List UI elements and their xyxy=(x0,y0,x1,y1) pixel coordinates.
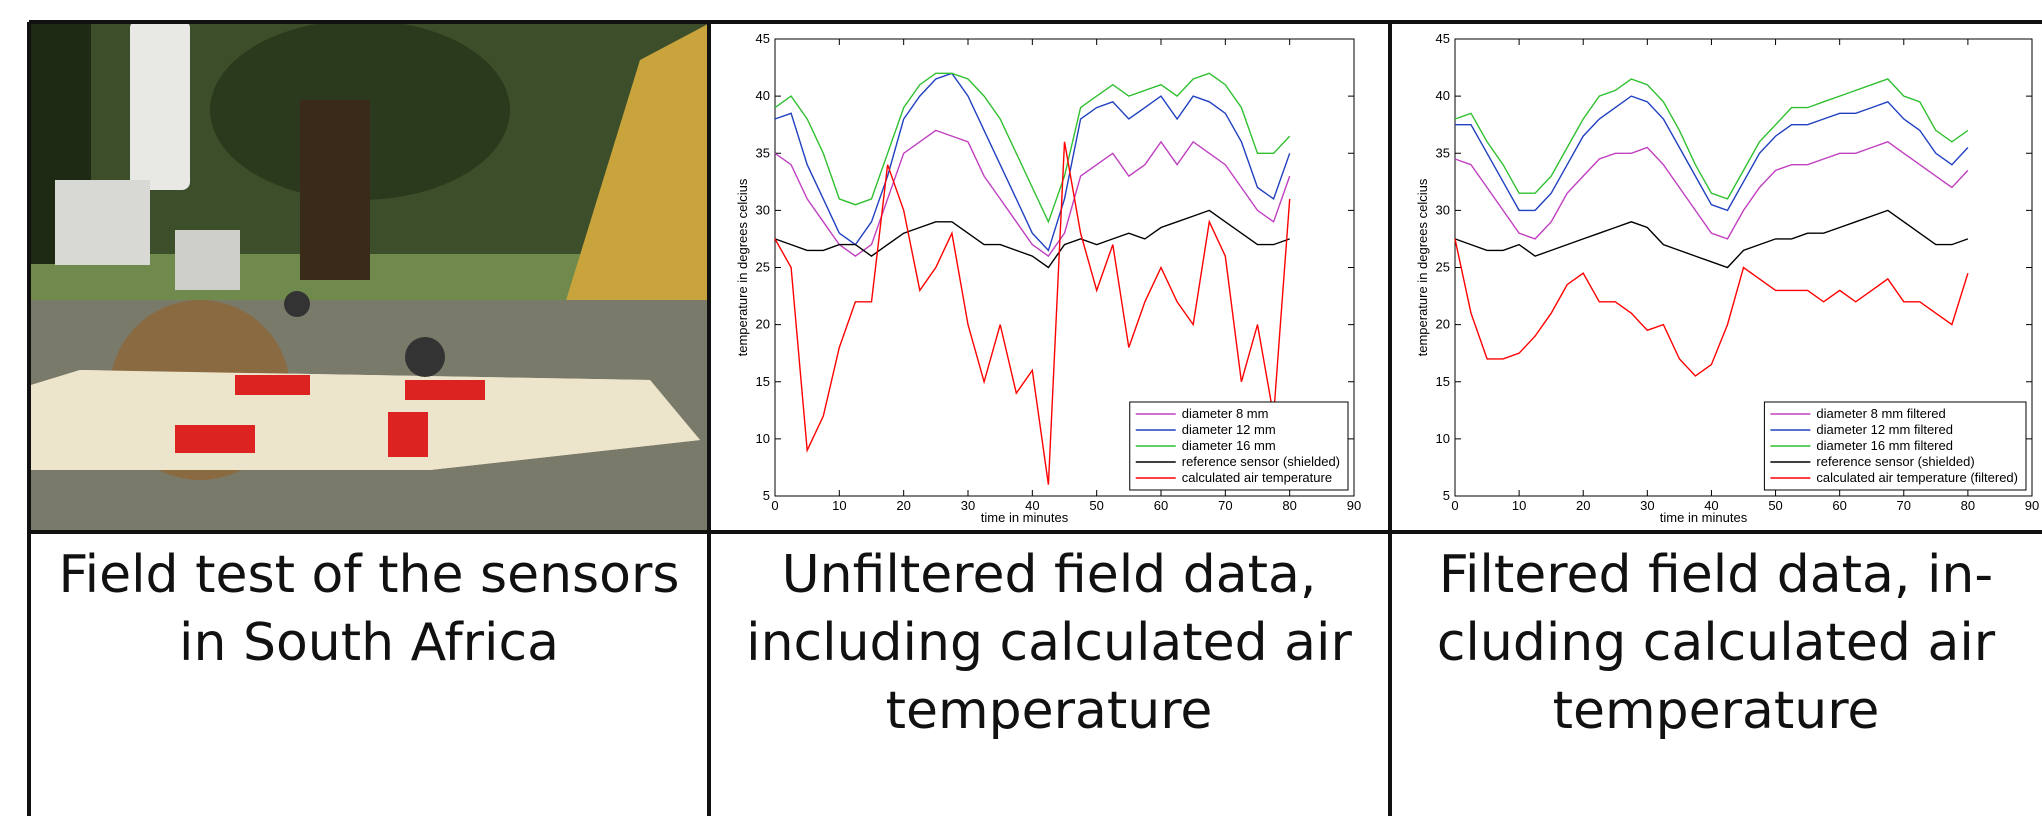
series-line xyxy=(774,72,1291,224)
legend-label: diameter 16 mm xyxy=(1182,438,1276,453)
tree-trunk xyxy=(300,100,370,280)
radiation-shield xyxy=(130,20,190,190)
y-tick-label: 30 xyxy=(1436,202,1450,217)
y-tick-label: 20 xyxy=(1436,317,1450,332)
caption-line: Field test of the sensors xyxy=(59,545,680,605)
x-axis-label: time in minutes xyxy=(981,510,1069,525)
series-line xyxy=(774,209,1290,269)
y-tick-label: 30 xyxy=(756,202,770,217)
photo xyxy=(31,20,708,531)
x-tick-label: 90 xyxy=(1347,498,1361,513)
series-line xyxy=(1454,78,1969,200)
y-tick-label: 25 xyxy=(1436,260,1450,275)
sensor-clamp xyxy=(235,375,310,395)
series-line xyxy=(1454,238,1969,377)
y-tick-label: 15 xyxy=(756,374,770,389)
globe-sensor xyxy=(284,291,310,317)
legend-label: reference sensor (shielded) xyxy=(1182,454,1340,469)
y-tick-label: 40 xyxy=(1436,88,1450,103)
caption-line: including calculated air xyxy=(746,613,1352,673)
legend-label: diameter 8 mm filtered xyxy=(1816,406,1945,421)
x-tick-label: 70 xyxy=(1897,498,1911,513)
series-line xyxy=(1454,209,1969,269)
chart: 0 10 20 30 40 50 60 70 80 90 5 10 15 20 25 30 35 40 45 time… xyxy=(735,31,1361,525)
y-tick-label: 25 xyxy=(756,260,770,275)
y-axis-label: temperature in degrees celcius xyxy=(1415,178,1430,356)
x-tick-label: 30 xyxy=(1640,498,1654,513)
bracket xyxy=(175,230,240,290)
x-tick-label: 20 xyxy=(896,498,910,513)
caption-line: temperature xyxy=(886,681,1213,741)
series-line xyxy=(774,72,1291,252)
legend-label: diameter 12 mm xyxy=(1182,422,1276,437)
y-tick-label: 10 xyxy=(756,431,770,446)
x-axis-label: time in minutes xyxy=(1660,510,1748,525)
x-tick-label: 90 xyxy=(2025,498,2039,513)
x-tick-label: 60 xyxy=(1832,498,1846,513)
x-tick-label: 30 xyxy=(961,498,975,513)
x-tick-label: 0 xyxy=(771,498,778,513)
x-tick-label: 20 xyxy=(1576,498,1590,513)
x-tick-label: 50 xyxy=(1768,498,1782,513)
y-tick-label: 15 xyxy=(1436,374,1450,389)
series-line xyxy=(1454,141,1969,240)
legend-label: diameter 8 mm xyxy=(1182,406,1269,421)
x-tick-label: 70 xyxy=(1218,498,1232,513)
globe-sensor xyxy=(405,337,445,377)
x-tick-label: 50 xyxy=(1089,498,1103,513)
x-tick-label: 10 xyxy=(832,498,846,513)
x-tick-label: 80 xyxy=(1961,498,1975,513)
series-line xyxy=(774,129,1291,258)
sensor-clamp xyxy=(388,412,428,457)
yellow-wall xyxy=(560,24,708,340)
legend-box xyxy=(1763,401,2027,491)
y-tick-label: 45 xyxy=(756,31,770,46)
y-tick-label: 10 xyxy=(1436,431,1450,446)
caption-line: temperature xyxy=(1553,681,1880,741)
sensor-clamp xyxy=(175,425,255,453)
caption-line: Unfiltered field data, xyxy=(782,545,1317,605)
legend-label: calculated air temperature (filtered) xyxy=(1816,470,2018,485)
logger-box xyxy=(55,180,150,265)
y-axis-label: temperature in degrees celcius xyxy=(735,178,750,356)
caption-line: cluding calculated air xyxy=(1437,613,1996,673)
x-tick-label: 40 xyxy=(1704,498,1718,513)
y-tick-label: 35 xyxy=(1436,145,1450,160)
legend-label: calculated air temperature xyxy=(1182,470,1332,485)
chart: 0 10 20 30 40 50 60 70 80 90 5 10 15 20 25 30 35 40 45 time… xyxy=(1415,31,2039,525)
series-line xyxy=(774,141,1291,485)
caption-line: Filtered field data, in- xyxy=(1439,545,1993,605)
series-line xyxy=(1455,95,1969,212)
x-tick-label: 0 xyxy=(1451,498,1458,513)
x-tick-label: 10 xyxy=(1512,498,1526,513)
y-tick-label: 40 xyxy=(756,88,770,103)
legend-label: diameter 12 mm filtered xyxy=(1816,422,1953,437)
y-tick-label: 45 xyxy=(1436,31,1450,46)
x-tick-label: 40 xyxy=(1025,498,1039,513)
y-tick-label: 20 xyxy=(756,317,770,332)
frame xyxy=(27,20,2042,816)
y-tick-label: 5 xyxy=(1443,488,1450,503)
legend-label: reference sensor (shielded) xyxy=(1816,454,1974,469)
caption-line: in South Africa xyxy=(179,613,559,673)
x-tick-label: 60 xyxy=(1154,498,1168,513)
x-tick-label: 80 xyxy=(1282,498,1296,513)
sensor-clamp xyxy=(405,380,485,400)
y-tick-label: 35 xyxy=(756,145,770,160)
y-tick-label: 5 xyxy=(763,488,770,503)
legend-label: diameter 16 mm filtered xyxy=(1816,438,1953,453)
